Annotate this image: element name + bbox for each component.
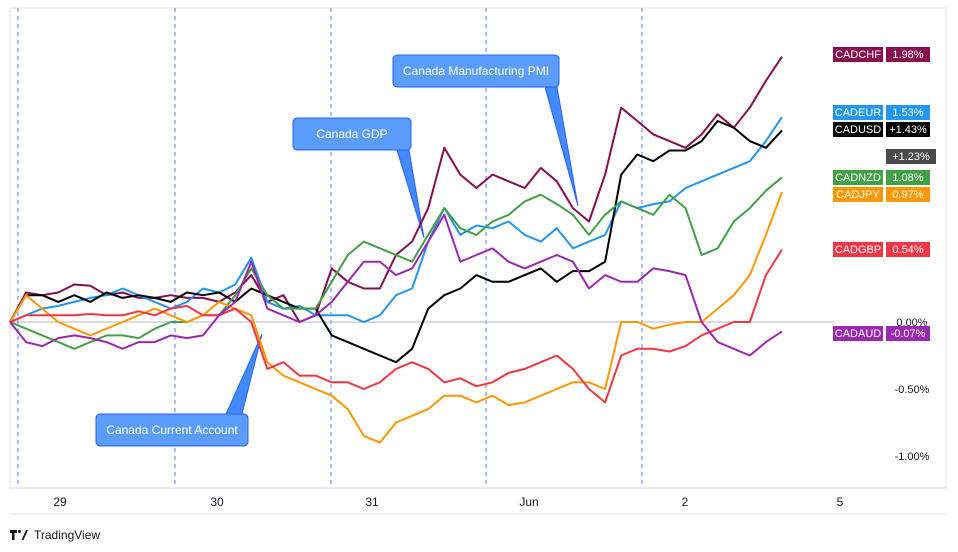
series-name-tag-cadjpy [833, 187, 883, 202]
series-name-cadnzd: CADNZD [835, 172, 881, 184]
series-line-cadgbp [9, 249, 783, 404]
series-name-tag-cadgbp [833, 242, 883, 257]
series-line-cadaud [9, 213, 783, 357]
series-value-cadchf: 1.98% [892, 49, 923, 61]
series-name-tag-cadeur [833, 105, 883, 120]
series-line-cadusd [9, 120, 783, 364]
series-name-tag-cadusd [833, 122, 883, 137]
tradingview-logo-text: TradingView [34, 528, 101, 542]
series-value-cadeur: 1.53% [892, 107, 923, 119]
series-name-cadeur: CADEUR [835, 107, 882, 119]
series-value-cadgbp: 0.54% [892, 244, 923, 256]
series-value-cadnzd: 1.08% [892, 172, 923, 184]
series-value-tag-cadnzd [886, 170, 930, 185]
callout-label-1: Canada GDP [316, 127, 387, 141]
series-name-cadgbp: CADGBP [835, 244, 881, 256]
series-value-tag-cadjpy [886, 187, 930, 202]
series-name-cadjpy: CADJPY [836, 189, 880, 201]
series-value-tag-cadaud [886, 326, 930, 341]
callout-box-1 [292, 117, 412, 151]
series-name-tag-cadchf [833, 47, 883, 62]
series-value-cadusd: +1.43% [889, 124, 927, 136]
series-value-tag-cadgbp [886, 242, 930, 257]
series-name-tag-cadaud [833, 326, 883, 341]
callout-label-2: Canada Manufacturing PMI [403, 64, 549, 78]
x-tick-label-2: 31 [365, 495, 379, 509]
x-tick-label-0: 29 [53, 495, 67, 509]
series-line-cadnzd [9, 176, 783, 350]
series-name-tag-cadnzd [833, 170, 883, 185]
series-name-cadusd: CADUSD [835, 124, 882, 136]
tradingview-logo-icon [10, 530, 28, 540]
footer: TradingView [10, 526, 100, 544]
series-line-cadjpy [9, 191, 783, 444]
series-value-cadaud: -0.07% [891, 328, 926, 340]
x-tick-label-5: 5 [837, 495, 844, 509]
callout-label-0: Canada Current Account [106, 423, 238, 437]
series-value-cadjpy: 0.97% [892, 189, 923, 201]
y-tick-label-2: -1.00% [895, 451, 930, 463]
series-value-tag-cadeur [886, 105, 930, 120]
crosshair-value-label: +1.23% [892, 151, 930, 163]
series-value-tag-cadchf [886, 47, 930, 62]
callout-box-0 [95, 413, 249, 447]
x-tick-label-1: 30 [210, 495, 224, 509]
series-name-cadchf: CADCHF [835, 49, 881, 61]
series-line-cadchf [9, 56, 783, 323]
callout-pointer-0 [225, 333, 263, 415]
callout-box-2 [392, 54, 560, 88]
x-tick-label-3: Jun [519, 495, 538, 509]
x-tick-label-4: 2 [682, 495, 689, 509]
crosshair-value-tag [886, 149, 936, 164]
y-tick-label-1: -0.50% [895, 384, 930, 396]
series-name-cadaud: CADAUD [835, 328, 882, 340]
series-value-tag-cadusd [886, 122, 930, 137]
